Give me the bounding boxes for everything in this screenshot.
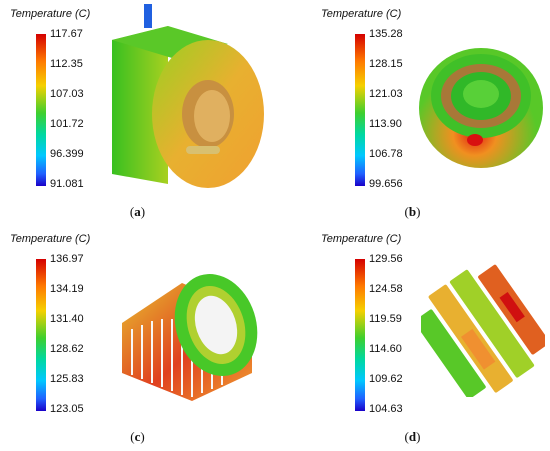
legend-ticks: 136.97 134.19 131.40 128.62 125.83 123.0… [50, 253, 106, 417]
legend-title: Temperature (C) [321, 233, 402, 245]
legend-tick: 121.03 [369, 88, 403, 100]
stator-thermal-render [419, 48, 543, 168]
legend-title: Temperature (C) [10, 8, 91, 20]
legend-title: Temperature (C) [321, 8, 402, 20]
color-scale-bar [36, 34, 46, 186]
legend-tick: 101.72 [50, 118, 84, 130]
panel-b: Temperature (C) 135.28 128.15 121.03 113… [275, 0, 550, 225]
winding-thermal-render [122, 274, 258, 401]
legend-tick: 135.28 [369, 28, 403, 40]
panel-c: Temperature (C) 136.97 134.19 131.40 128… [0, 225, 275, 450]
legend-tick: 107.03 [50, 88, 84, 100]
legend-tick: 99.656 [369, 178, 403, 190]
legend-tick: 117.67 [50, 28, 83, 40]
panel-d: Temperature (C) 129.56 124.58 119.59 114… [275, 225, 550, 450]
legend-tick: 114.60 [369, 343, 402, 355]
legend-tick: 124.58 [369, 283, 403, 295]
legend-tick: 112.35 [50, 58, 83, 70]
legend-tick: 125.83 [50, 373, 84, 385]
color-scale-bar [355, 34, 365, 186]
legend-tick: 109.62 [369, 373, 403, 385]
legend-ticks: 129.56 124.58 119.59 114.60 109.62 104.6… [369, 253, 425, 417]
legend-tick: 119.59 [369, 313, 402, 325]
panel-caption: (d) [404, 429, 421, 444]
legend-tick: 96.399 [50, 148, 84, 160]
legend-tick: 113.90 [369, 118, 402, 130]
legend-tick: 128.62 [50, 343, 84, 355]
legend-ticks: 117.67 112.35 107.03 101.72 96.399 91.08… [50, 28, 106, 192]
legend-tick: 106.78 [369, 148, 403, 160]
legend-tick: 104.63 [369, 403, 403, 415]
magnets-thermal-render [421, 264, 545, 397]
panel-caption: (c) [130, 429, 145, 444]
legend-tick: 136.97 [50, 253, 84, 265]
legend-title: Temperature (C) [10, 233, 91, 245]
panel-a: Temperature (C) 117.67 112.35 107.03 101… [0, 0, 275, 225]
panel-caption: (b) [404, 204, 421, 219]
legend-tick: 91.081 [50, 178, 84, 190]
legend-tick: 123.05 [50, 403, 84, 415]
legend-tick: 131.40 [50, 313, 84, 325]
panel-caption: (a) [129, 204, 146, 219]
legend-tick: 128.15 [369, 58, 403, 70]
legend-ticks: 135.28 128.15 121.03 113.90 106.78 99.65… [369, 28, 425, 192]
legend-tick: 129.56 [369, 253, 403, 265]
housing-thermal-render [112, 4, 264, 188]
color-scale-bar [355, 259, 365, 411]
legend-tick: 134.19 [50, 283, 84, 295]
color-scale-bar [36, 259, 46, 411]
